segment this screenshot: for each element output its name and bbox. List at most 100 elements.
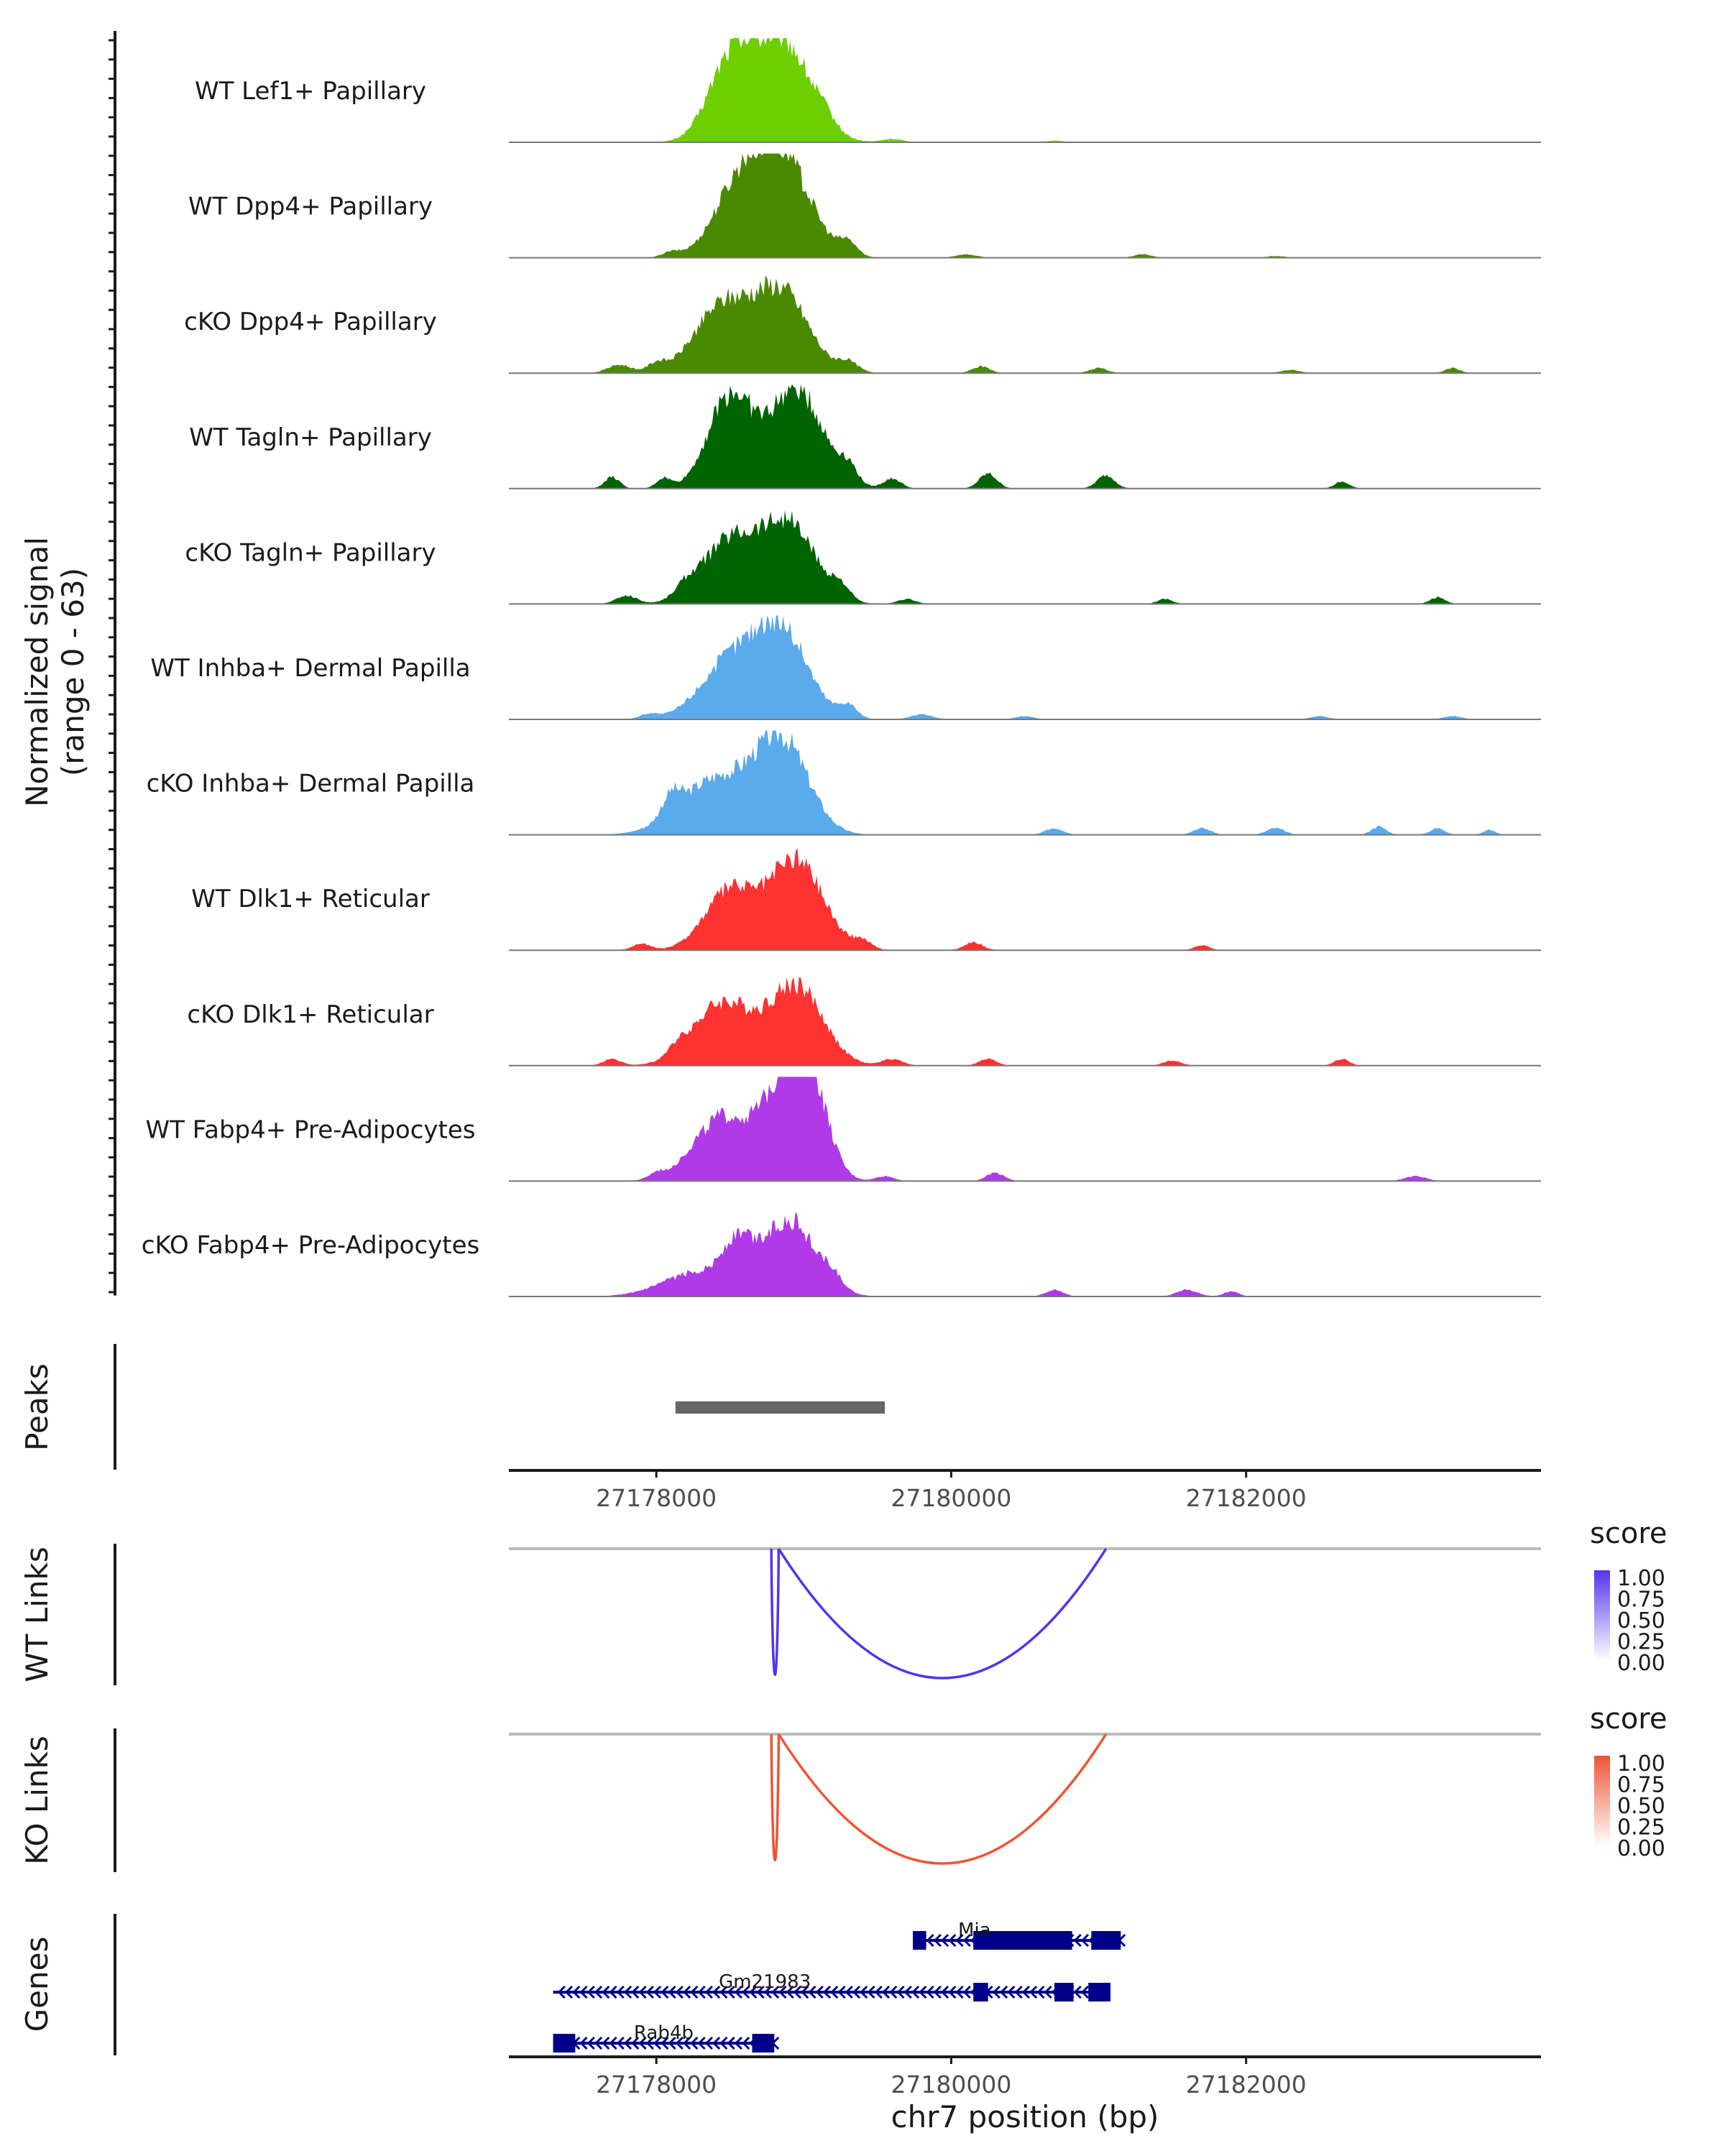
gene-strand-arrow [896, 1985, 905, 1999]
coverage-track-label: WT Dlk1+ Reticular [191, 885, 430, 913]
legend-value: 1.00 [1617, 1751, 1665, 1777]
coverage-track: cKO Inhba+ Dermal Papilla [147, 730, 1541, 836]
gene-strand-arrow [1073, 1933, 1082, 1948]
gene-strand-arrow [815, 1985, 824, 1999]
gene-strand-arrow [668, 1985, 676, 1999]
gene-strand-arrow [682, 1985, 691, 1999]
coverage-track-label: cKO Inhba+ Dermal Papilla [147, 770, 475, 798]
links-track-label: KO Links [19, 1736, 55, 1865]
x-tick-label: 27182000 [1186, 2070, 1307, 2099]
gene-strand-arrow [940, 1933, 949, 1948]
gene-strand-arrow [1000, 1985, 1008, 1999]
gene-strand-arrow [808, 1985, 816, 1999]
gene-strand-arrow [712, 2036, 721, 2050]
gene-strand-arrow [602, 2036, 610, 2050]
gene-strand-arrow [962, 1985, 971, 1999]
gene-strand-arrow [727, 1985, 735, 1999]
gene-strand-arrow [955, 1933, 964, 1948]
coverage-track-label: cKO Tagln+ Papillary [185, 538, 436, 567]
coverage-track: WT Tagln+ Papillary [189, 384, 1541, 489]
gene-strand-arrow [911, 1985, 920, 1999]
gene-strand-arrow [822, 1985, 832, 1999]
x-tick-label: 27180000 [891, 1484, 1011, 1512]
gene-exon [1088, 1983, 1110, 2001]
link-arc [770, 1548, 781, 1677]
gene-strand-arrow [719, 2036, 728, 2050]
gene-strand-arrow [712, 1985, 721, 1999]
coverage-area [509, 730, 1541, 835]
gene-strand-arrow [903, 1985, 912, 1999]
gene-exon [752, 2034, 775, 2053]
gene-strand-arrow [653, 2036, 662, 2050]
gene-strand-arrow [1080, 1933, 1090, 1948]
coverage-track: cKO Fabp4+ Pre-Adipocytes [142, 1212, 1541, 1297]
x-tick-label: 27182000 [1186, 1484, 1307, 1512]
coverage-area [509, 1212, 1541, 1296]
legend-value: 0.50 [1617, 1794, 1665, 1819]
legend-value: 0.25 [1617, 1815, 1665, 1841]
peak-region [675, 1401, 886, 1414]
x-axis-top: 27178000 27180000 27182000 [509, 1469, 1541, 1512]
gene-strand-arrow [675, 1985, 684, 1999]
gene-strand-arrow [602, 1985, 610, 1999]
gene-exon [973, 1983, 988, 2001]
gene-strand-arrow [1044, 1985, 1052, 1999]
legend-colorbar [1594, 1756, 1610, 1846]
coverage-track: WT Dpp4+ Papillary [188, 153, 1541, 259]
gene-strand-arrow [1014, 1985, 1023, 1999]
gene-strand-arrow [734, 1985, 742, 1999]
gene: Mia [913, 1920, 1126, 1950]
coverage-tracks: WT Lef1+ Papillary WT Dpp4+ Papillary cKO … [142, 38, 1541, 1297]
gene-strand-arrow [616, 1985, 625, 1999]
gene-strand-arrow [557, 1985, 566, 1999]
coverage-track: cKO Dpp4+ Papillary [184, 275, 1541, 374]
gene-exon [913, 1931, 926, 1950]
gene-strand-arrow [734, 2036, 742, 2050]
legend-value: 0.75 [1617, 1588, 1665, 1613]
gene-strand-arrow [579, 1985, 588, 1999]
genes-track-label: Genes [19, 1937, 55, 2032]
coverage-track: WT Inhba+ Dermal Papilla [150, 615, 1541, 720]
coverage-track: WT Lef1+ Papillary [195, 38, 1541, 143]
coverage-track-label: cKO Fabp4+ Pre-Adipocytes [142, 1231, 480, 1260]
gene-label: Mia [958, 1920, 991, 1941]
peaks-track-label: Peaks [19, 1363, 55, 1451]
gene-strand-arrow [1080, 1985, 1090, 1999]
genes-track: Genes Mia Gm21983 Rab4b [19, 1914, 1126, 2055]
coverage-y-label: Normalized signal [19, 537, 55, 807]
gene-strand-arrow [594, 1985, 603, 1999]
gene-exon [1054, 1983, 1074, 2001]
links-track: WT Links score 1.000.750.500.250.00 [19, 1517, 1667, 1685]
gene-label: Rab4b [634, 2022, 694, 2044]
x-tick-label: 27178000 [596, 1484, 717, 1512]
gene-strand-arrow [948, 1985, 957, 1999]
gene-strand-arrow [962, 1933, 971, 1948]
gene-strand-arrow [661, 1985, 669, 1999]
gene-strand-arrow [742, 1985, 750, 1999]
coverage-track-label: WT Inhba+ Dermal Papilla [150, 654, 470, 683]
gene-strand-arrow [763, 1985, 773, 1999]
gene-strand-arrow [933, 1933, 942, 1948]
gene-strand-arrow [668, 2036, 676, 2050]
coverage-area [509, 510, 1541, 604]
gene-strand-arrow [704, 1985, 713, 1999]
gene-strand-arrow [579, 2036, 588, 2050]
gene-strand-arrow [564, 1985, 574, 1999]
gene-strand-arrow [661, 2036, 669, 2050]
coverage-track-label: WT Lef1+ Papillary [195, 77, 426, 106]
gene-exon [553, 2034, 576, 2053]
gene-strand-arrow [793, 1985, 802, 1999]
gene-strand-arrow [852, 1985, 861, 1999]
gene-strand-arrow [867, 1985, 875, 1999]
gene-strand-arrow [586, 2036, 595, 2050]
gene-strand-arrow [727, 2036, 735, 2050]
coverage-track-label: WT Dpp4+ Papillary [188, 193, 433, 221]
gene-strand-arrow [778, 1985, 787, 1999]
link-arc [770, 1733, 781, 1862]
gene-strand-arrow [837, 1985, 846, 1999]
gene-exon [1091, 1931, 1121, 1950]
legend-title: score [1590, 1703, 1667, 1736]
gene-label: Gm21983 [719, 1971, 811, 1993]
coverage-left-axis [109, 31, 116, 1296]
gene-strand-arrow [682, 2036, 691, 2050]
